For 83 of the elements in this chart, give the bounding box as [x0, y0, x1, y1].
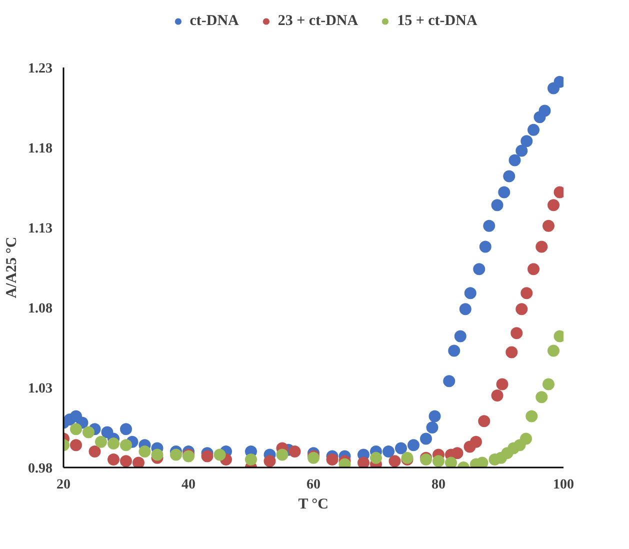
point	[264, 455, 276, 468]
point	[388, 455, 401, 468]
point	[395, 442, 407, 454]
point	[451, 447, 464, 460]
point	[491, 390, 504, 402]
point	[370, 452, 382, 464]
point	[516, 303, 528, 316]
legend-label: 23 + ct-DNA	[278, 12, 358, 30]
point	[382, 446, 394, 458]
point	[496, 378, 508, 390]
point	[538, 104, 551, 117]
x-axis-title: T °C	[298, 496, 329, 512]
point	[520, 432, 532, 445]
point	[542, 378, 554, 390]
point	[120, 455, 132, 468]
x-tick-label: 60	[306, 478, 320, 492]
point	[516, 144, 528, 157]
point	[454, 330, 466, 342]
point	[491, 199, 504, 212]
point	[510, 327, 523, 340]
point	[426, 422, 438, 434]
point	[408, 439, 420, 452]
point	[245, 454, 257, 466]
point	[479, 240, 492, 253]
point	[420, 432, 432, 445]
point	[536, 240, 548, 253]
y-axis-title: A/A25 °C	[4, 236, 20, 298]
point	[132, 456, 144, 468]
point	[443, 375, 456, 388]
point	[476, 456, 488, 468]
y-tick-label: 0.98	[28, 462, 52, 476]
y-tick-label: 1.08	[28, 302, 52, 316]
point	[483, 220, 496, 232]
point	[288, 446, 301, 458]
x-tick-label: 100	[553, 478, 574, 492]
legend-label: 15 + ct-DNA	[397, 12, 478, 30]
point	[464, 287, 476, 300]
point	[358, 456, 370, 468]
point	[170, 448, 182, 461]
x-tick-label: 80	[432, 478, 446, 492]
point	[70, 439, 82, 452]
point	[526, 410, 538, 422]
y-tick-label: 1.18	[28, 142, 52, 156]
point	[120, 423, 132, 436]
point	[459, 303, 472, 316]
point	[520, 135, 533, 148]
point	[548, 344, 560, 357]
point	[503, 170, 516, 182]
point	[432, 455, 444, 468]
x-tick-label: 20	[56, 478, 70, 492]
x-tick-label: 40	[182, 478, 196, 492]
point	[95, 436, 107, 448]
point	[214, 448, 226, 461]
point	[473, 263, 486, 276]
point	[120, 439, 132, 452]
point	[88, 446, 101, 458]
point	[428, 410, 441, 422]
legend-label: ct-DNA	[190, 12, 239, 30]
point	[108, 454, 120, 466]
y-tick-label: 1.03	[28, 382, 52, 396]
point	[528, 124, 540, 136]
point	[445, 456, 457, 468]
point	[498, 186, 510, 198]
point	[151, 448, 164, 461]
point	[506, 346, 518, 358]
point	[478, 415, 490, 428]
point	[548, 199, 560, 212]
point	[70, 423, 82, 436]
point	[520, 287, 533, 300]
point	[201, 450, 214, 462]
point	[108, 438, 120, 450]
point	[528, 263, 540, 276]
y-tick-label: 1.23	[28, 62, 52, 76]
point	[542, 220, 554, 232]
point	[82, 426, 94, 438]
point	[326, 454, 338, 466]
point	[448, 344, 460, 357]
y-tick-label: 1.13	[28, 222, 52, 236]
point	[276, 448, 288, 461]
point	[536, 391, 548, 404]
point	[138, 446, 151, 458]
point	[508, 154, 521, 166]
point	[470, 436, 482, 448]
